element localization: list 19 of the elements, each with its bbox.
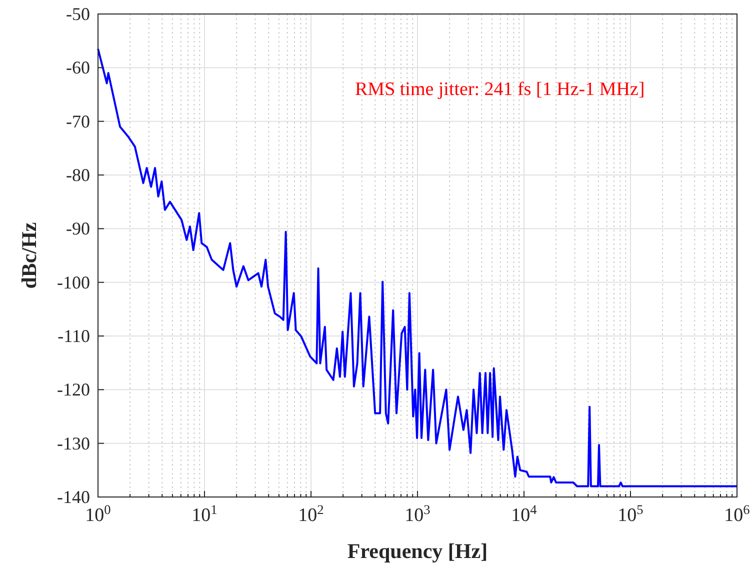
y-tick-label: -80 [66, 165, 90, 185]
y-tick-label: -120 [57, 380, 90, 400]
y-tick-label: -140 [57, 487, 90, 507]
y-tick-label: -130 [57, 433, 90, 454]
y-tick-label: -100 [57, 272, 90, 292]
x-tick-label: 10$^{1}$ [192, 502, 218, 526]
y-tick-label: -50 [66, 4, 90, 24]
y-tick-label: -90 [66, 218, 90, 239]
y-tick-label: -60 [66, 58, 90, 78]
x-tick-label: 10$^{6}$ [724, 502, 750, 526]
y-axis-title: dBc/Hz [17, 222, 41, 289]
x-tick-label: 10$^{3}$ [404, 502, 431, 526]
x-tick-label: 10$^{2}$ [298, 502, 324, 526]
x-tick-label: 10$^{5}$ [618, 502, 644, 526]
y-tick-label: -110 [58, 326, 90, 346]
x-tick-label: 10$^{4}$ [511, 502, 538, 526]
annotation: RMS time jitter: 241 fs [1 Hz-1 MHz] [355, 79, 645, 100]
x-axis-title: Frequency [Hz] [347, 539, 488, 563]
y-tick-label: -70 [66, 111, 90, 132]
